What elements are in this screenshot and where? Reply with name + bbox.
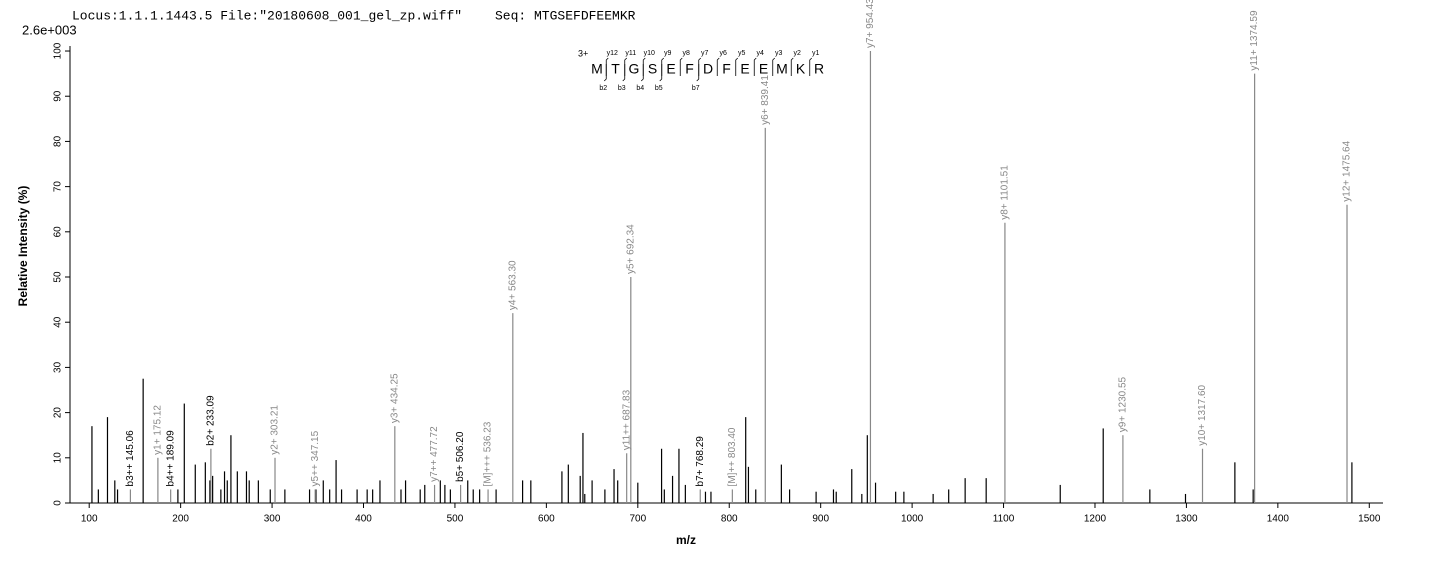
b-ion-bracket bbox=[622, 64, 626, 82]
residue: S bbox=[648, 61, 657, 77]
y-ion-bracket bbox=[809, 57, 813, 76]
x-tick-label: 200 bbox=[172, 514, 189, 525]
y-tick-label: 80 bbox=[53, 135, 64, 147]
residue: D bbox=[703, 61, 713, 77]
y-tick-label: 70 bbox=[53, 181, 64, 193]
b-ion-bracket bbox=[696, 64, 700, 82]
peak-label: y11+ 1374.59 bbox=[1249, 10, 1260, 71]
b-ion: b4 bbox=[636, 85, 644, 92]
peak-label: y2+ 303.21 bbox=[270, 405, 281, 455]
x-tick-label: 600 bbox=[538, 514, 555, 525]
peak-label: y6+ 839.41 bbox=[760, 75, 771, 125]
peak-label: y7++ 477.72 bbox=[429, 426, 440, 482]
peak-label: [M]++ 803.40 bbox=[727, 427, 738, 486]
peak-label: y5+ 692.34 bbox=[625, 224, 636, 274]
y-ion: y3 bbox=[775, 50, 783, 57]
y-tick-label: 100 bbox=[53, 42, 64, 59]
peak-label: [M]+++ 536.23 bbox=[483, 421, 494, 486]
x-tick-label: 1000 bbox=[901, 514, 924, 525]
residue: E bbox=[666, 61, 675, 77]
x-tick-label: 100 bbox=[81, 514, 98, 525]
peak-label: b2+ 233.09 bbox=[206, 395, 217, 446]
x-tick-label: 1500 bbox=[1358, 514, 1381, 525]
y-axis-label: Relative Intensity (%) bbox=[16, 186, 30, 307]
x-tick-label: 900 bbox=[812, 514, 829, 525]
residue: F bbox=[685, 61, 694, 77]
residue: E bbox=[740, 61, 749, 77]
x-tick-label: 500 bbox=[447, 514, 464, 525]
peak-label: y7+ 954.43 bbox=[865, 0, 876, 48]
peak-label: y3+ 434.25 bbox=[389, 373, 400, 423]
y-tick-label: 40 bbox=[53, 316, 64, 328]
y-tick-label: 10 bbox=[53, 452, 64, 464]
base-intensity: 2.6e+003 bbox=[22, 22, 77, 37]
y-ion: y5 bbox=[738, 50, 746, 57]
y-tick-label: 20 bbox=[53, 407, 64, 419]
header: Locus:1.1.1.1443.5 File:"20180608_001_ge… bbox=[72, 8, 462, 23]
peak-label: y1+ 175.12 bbox=[153, 405, 164, 455]
y-ion: y8 bbox=[683, 50, 691, 57]
b-ion-bracket bbox=[640, 64, 644, 82]
x-tick-label: 400 bbox=[355, 514, 372, 525]
y-ion: y12 bbox=[607, 50, 618, 57]
residue: M bbox=[591, 61, 603, 77]
b-ion: b3 bbox=[618, 85, 626, 92]
x-tick-label: 1400 bbox=[1267, 514, 1290, 525]
peak-label: y8+ 1101.51 bbox=[1000, 165, 1011, 220]
y-tick-label: 90 bbox=[53, 90, 64, 102]
b-ion: b7 bbox=[692, 85, 700, 92]
sequence-title: Seq: MTGSEFDFEEMKR bbox=[495, 8, 636, 23]
y-ion-bracket bbox=[772, 57, 776, 76]
y-ion-bracket bbox=[735, 57, 739, 76]
charge-state: 3+ bbox=[578, 48, 588, 58]
peak-label: b3++ 145.06 bbox=[125, 430, 136, 487]
y-ion: y6 bbox=[720, 50, 728, 57]
x-tick-label: 1100 bbox=[993, 514, 1015, 525]
peak-label: b4++ 189.09 bbox=[165, 430, 176, 487]
y-tick-label: 50 bbox=[53, 271, 64, 283]
y-ion-bracket bbox=[679, 57, 683, 76]
y-ion: y1 bbox=[812, 50, 820, 57]
residue: M bbox=[776, 61, 788, 77]
peak-label: y11++ 687.83 bbox=[621, 389, 632, 450]
y-ion: y4 bbox=[757, 50, 765, 57]
y-ion: y9 bbox=[664, 50, 672, 57]
b-ion: b5 bbox=[655, 85, 663, 92]
b-ion-bracket bbox=[659, 64, 663, 82]
b-ion-bracket bbox=[603, 64, 607, 82]
residue: T bbox=[611, 61, 620, 77]
peak-label: y4+ 563.30 bbox=[507, 260, 518, 310]
residue: G bbox=[629, 61, 640, 77]
residue: R bbox=[814, 61, 824, 77]
residue: F bbox=[722, 61, 731, 77]
y-tick-label: 60 bbox=[53, 226, 64, 238]
y-tick-label: 30 bbox=[53, 361, 64, 373]
residue: E bbox=[759, 61, 768, 77]
b-ion: b2 bbox=[599, 85, 607, 92]
y-ion: y2 bbox=[794, 50, 802, 57]
x-axis-label: m/z bbox=[676, 533, 696, 547]
peak-label: y9+ 1230.55 bbox=[1118, 376, 1129, 432]
x-tick-label: 1300 bbox=[1175, 514, 1198, 525]
peak-label: b7+ 768.29 bbox=[695, 436, 706, 487]
y-tick-label: 0 bbox=[53, 500, 64, 506]
y-ion-bracket bbox=[753, 57, 757, 76]
peak-label: b5+ 506.20 bbox=[455, 431, 466, 482]
x-tick-label: 1200 bbox=[1084, 514, 1107, 525]
y-ion-bracket bbox=[790, 57, 794, 76]
peak-label: y10+ 1317.60 bbox=[1197, 384, 1208, 445]
x-tick-label: 700 bbox=[629, 514, 646, 525]
peak-label: y12+ 1475.64 bbox=[1342, 140, 1353, 201]
residue: K bbox=[796, 61, 806, 77]
y-ion: y7 bbox=[701, 50, 709, 57]
x-tick-label: 800 bbox=[721, 514, 738, 525]
peak-label: y5++ 347.15 bbox=[310, 430, 321, 486]
y-ion-bracket bbox=[716, 57, 720, 76]
y-ion: y10 bbox=[644, 50, 655, 57]
y-ion: y11 bbox=[625, 50, 636, 57]
x-tick-label: 300 bbox=[264, 514, 281, 525]
